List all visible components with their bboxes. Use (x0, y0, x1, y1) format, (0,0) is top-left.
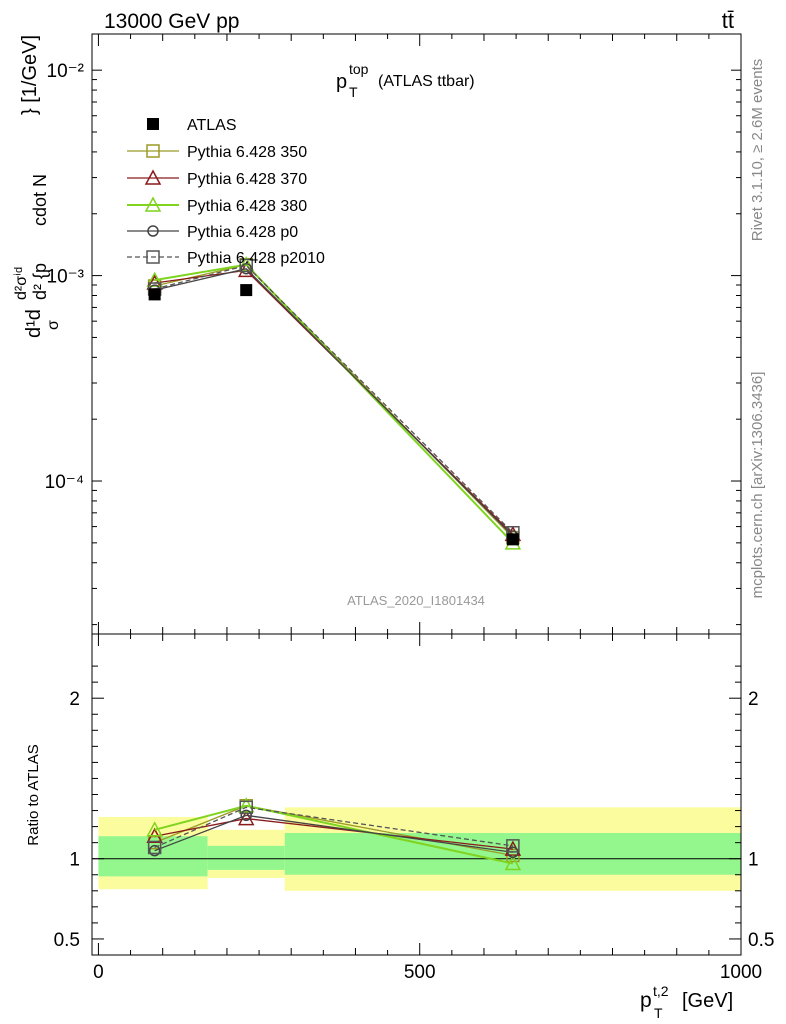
y-tick-label: 10⁻⁴ (45, 472, 84, 493)
title-sup: top (349, 61, 369, 77)
series-line (154, 264, 514, 534)
ratio-point (147, 840, 162, 855)
title-main: p (336, 71, 347, 93)
ylabel-unit: } [1/GeV] (19, 35, 41, 115)
legend-marker (146, 144, 160, 158)
ratio-point (506, 839, 520, 853)
title-sub: T (349, 84, 358, 100)
legend-label: ATLAS (187, 117, 237, 134)
data-point (146, 271, 163, 287)
y-tick-label-right: 0.5 (748, 930, 774, 951)
ylabel-den2: cdot N (30, 174, 50, 226)
legend-label: Pythia 6.428 370 (187, 171, 307, 188)
data-point (148, 288, 161, 301)
y-axis-label: d¹d σ d²σⁱᵈ d² {p cdot N } [1/GeV] (13, 35, 62, 338)
xlabel-unit: [GeV] (682, 990, 733, 1012)
ratio-point (504, 854, 522, 871)
title-rest: (ATLAS ttbar) (378, 73, 475, 90)
legend-label: Pythia 6.428 p2010 (187, 250, 325, 267)
y-tick-label: 0.5 (54, 930, 80, 951)
ratio-series-line (154, 814, 513, 853)
process-label: tt̄ (722, 8, 734, 33)
ratio-point (146, 821, 163, 837)
main-plot: 10⁻⁴ 10⁻³ 10⁻² ATLAS Pythia 6.428 350 Pythia … (13, 33, 742, 635)
ylabel-left: d¹d (23, 309, 45, 338)
series-line (154, 263, 514, 539)
x-tick-label: 500 (404, 962, 436, 983)
series-line (154, 268, 514, 537)
ratio-series-line (154, 817, 513, 850)
legend: ATLAS Pythia 6.428 350 Pythia 6.428 370 Pyt… (127, 117, 325, 267)
x-axis-label: p t,2 T [GeV] (640, 983, 733, 1021)
ratio-point (239, 800, 253, 815)
data-point (239, 258, 253, 273)
xlabel-sup: t,2 (653, 983, 669, 999)
legend-marker (146, 250, 160, 264)
ratio-series-line (154, 804, 514, 865)
x-tick-label: 1000 (720, 962, 762, 983)
legend-label: Pythia 6.428 350 (187, 144, 307, 161)
uncertainty-band-inner (207, 845, 285, 870)
y-tick-label-right: 1 (748, 850, 759, 871)
ylabel-frac: σ (45, 320, 62, 330)
legend-marker (144, 196, 162, 212)
mcplots-label: mcplots.cern.ch [arXiv:1306.3436] (749, 372, 766, 599)
data-point (506, 533, 519, 546)
analysis-label: ATLAS_2020_I1801434 (347, 593, 485, 608)
legend-marker (144, 169, 162, 185)
ratio-series-line (154, 806, 513, 849)
xlabel-sub: T (654, 1005, 663, 1021)
series-line (154, 269, 514, 535)
y-tick-label-right: 2 (748, 689, 759, 710)
data-point (240, 262, 252, 275)
series-line (154, 263, 514, 544)
ratio-y-label: Ratio to ATLAS (25, 744, 42, 845)
legend-marker (147, 225, 159, 237)
legend-label: Pythia 6.428 380 (187, 198, 307, 215)
data-point (240, 284, 253, 297)
y-tick-label: 10⁻² (47, 61, 85, 82)
ratio-point (237, 797, 255, 813)
y-tick-label: 2 (69, 689, 80, 710)
ratio-frame (91, 633, 742, 956)
energy-label: 13000 GeV pp (104, 10, 239, 33)
y-tick-label: 10⁻³ (47, 267, 85, 288)
xlabel-main: p (640, 989, 652, 1012)
rivet-label: Rivet 3.1.10, ≥ 2.6M events (749, 59, 766, 242)
ylabel-den: d² {p (30, 263, 50, 300)
ratio-point (240, 809, 252, 822)
ylabel-top: d²σⁱᵈ (13, 267, 30, 300)
legend-marker (147, 118, 159, 130)
ratio-plot: 0.5 0.5 1 1 2 2 0 500 1000 Ratio to ATLAS p t,2 T [Ge… (25, 633, 774, 1021)
ratio-point (148, 844, 161, 857)
legend-label: Pythia 6.428 p0 (187, 224, 298, 241)
x-tick-label: 0 (93, 962, 104, 983)
y-tick-label: 1 (69, 850, 80, 871)
